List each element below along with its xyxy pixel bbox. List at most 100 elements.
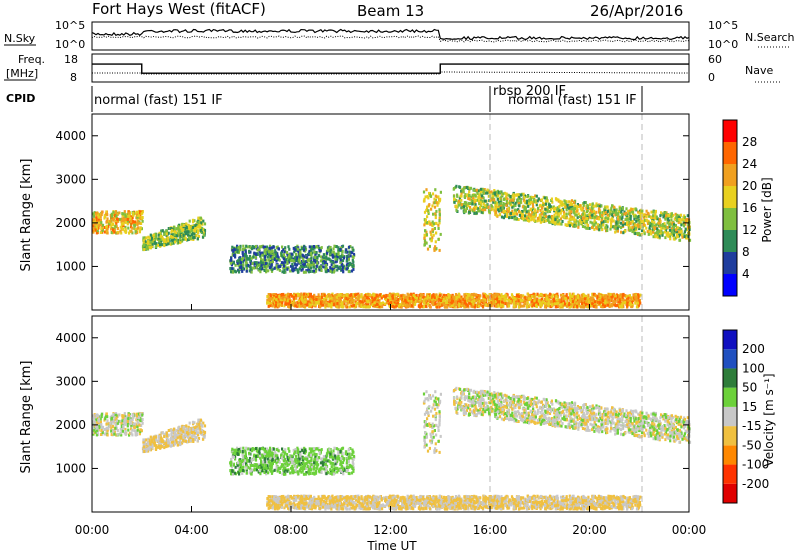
power-cell (188, 219, 191, 223)
power-cell (434, 245, 437, 249)
power-cell (680, 230, 683, 234)
power-cell (530, 300, 533, 304)
power-cell (422, 199, 426, 203)
power-cell (314, 260, 317, 264)
power-cell (310, 256, 313, 260)
power-cell (664, 230, 667, 234)
power-cell (454, 204, 457, 208)
power-cell (554, 221, 557, 225)
power-cell (595, 226, 598, 230)
power-cell (656, 232, 659, 236)
power-cell (583, 216, 586, 220)
power-cell (92, 228, 95, 232)
power-cell (583, 300, 586, 304)
power-cell (246, 245, 249, 249)
power-cell (530, 302, 534, 306)
power-cell (681, 235, 684, 239)
power-cell (480, 196, 483, 200)
power-cell (281, 245, 284, 249)
power-cell (564, 201, 567, 205)
power-cell (480, 194, 483, 198)
power-cell (656, 217, 659, 221)
power-cell (301, 265, 304, 269)
power-cell (375, 299, 378, 303)
power-cell (230, 256, 233, 260)
power-cell (120, 219, 123, 223)
power-cell (297, 251, 300, 255)
power-cell (682, 217, 685, 221)
power-cell (621, 206, 624, 210)
power-cell (584, 201, 587, 205)
power-cell (586, 214, 589, 218)
power-cell (469, 205, 472, 209)
power-cell (645, 218, 648, 222)
power-cell (166, 236, 169, 240)
power-cell (312, 269, 316, 273)
power-cell (685, 228, 688, 232)
power-cell (267, 293, 270, 296)
power-cell (148, 236, 151, 240)
power-cell (604, 216, 607, 220)
power-cell (546, 206, 549, 209)
power-cell (320, 246, 323, 250)
power-cell (552, 216, 555, 220)
power-cell (572, 292, 575, 296)
power-cell (308, 267, 311, 271)
power-cell (527, 204, 530, 208)
power-cell (312, 295, 315, 299)
power-cell (568, 224, 572, 228)
power-cell (515, 193, 518, 197)
power-cell (615, 220, 618, 224)
power-cell (551, 218, 554, 222)
power-cell (563, 300, 566, 304)
power-cell (538, 294, 541, 298)
power-cell (495, 213, 498, 217)
power-cell (351, 246, 354, 250)
power-cell (460, 198, 463, 202)
power-cell (617, 220, 620, 224)
power-cell (429, 193, 432, 197)
power-cell (606, 213, 609, 217)
power-cell (271, 304, 274, 308)
power-cell (191, 226, 194, 229)
power-cell (450, 296, 453, 300)
power-cell (251, 247, 254, 251)
power-cell (288, 247, 291, 251)
power-cell (300, 255, 303, 258)
power-cell (540, 198, 543, 202)
power-cell (558, 221, 561, 225)
power-cell (135, 210, 138, 214)
power-cell (609, 227, 612, 231)
power-cell (294, 263, 297, 266)
power-cell (659, 214, 662, 218)
power-cell (341, 244, 345, 248)
power-cell (186, 238, 189, 242)
power-cell (533, 212, 536, 216)
power-cell (586, 217, 589, 220)
power-cell (569, 208, 573, 211)
power-cell (529, 213, 532, 217)
power-cell (339, 248, 342, 251)
power-cell (463, 207, 466, 211)
power-cell (263, 269, 266, 272)
power-cell (395, 301, 398, 305)
power-cell (563, 213, 566, 217)
power-cell (623, 210, 626, 214)
power-cell (139, 226, 142, 230)
power-cell (474, 201, 477, 205)
power-cell (534, 298, 537, 302)
power-cell (236, 248, 239, 252)
power-cell (171, 238, 174, 242)
power-cell (539, 298, 542, 302)
power-cell (524, 214, 527, 218)
power-cell (243, 258, 246, 262)
power-cell (271, 259, 274, 263)
power-cell (591, 216, 594, 220)
power-cell (361, 298, 364, 302)
power-cell (434, 212, 437, 216)
power-cell (241, 248, 244, 251)
power-cell (175, 238, 178, 242)
power-cell (462, 205, 465, 209)
power-cell (462, 298, 465, 302)
nave-tick-top: 60 (708, 53, 722, 66)
